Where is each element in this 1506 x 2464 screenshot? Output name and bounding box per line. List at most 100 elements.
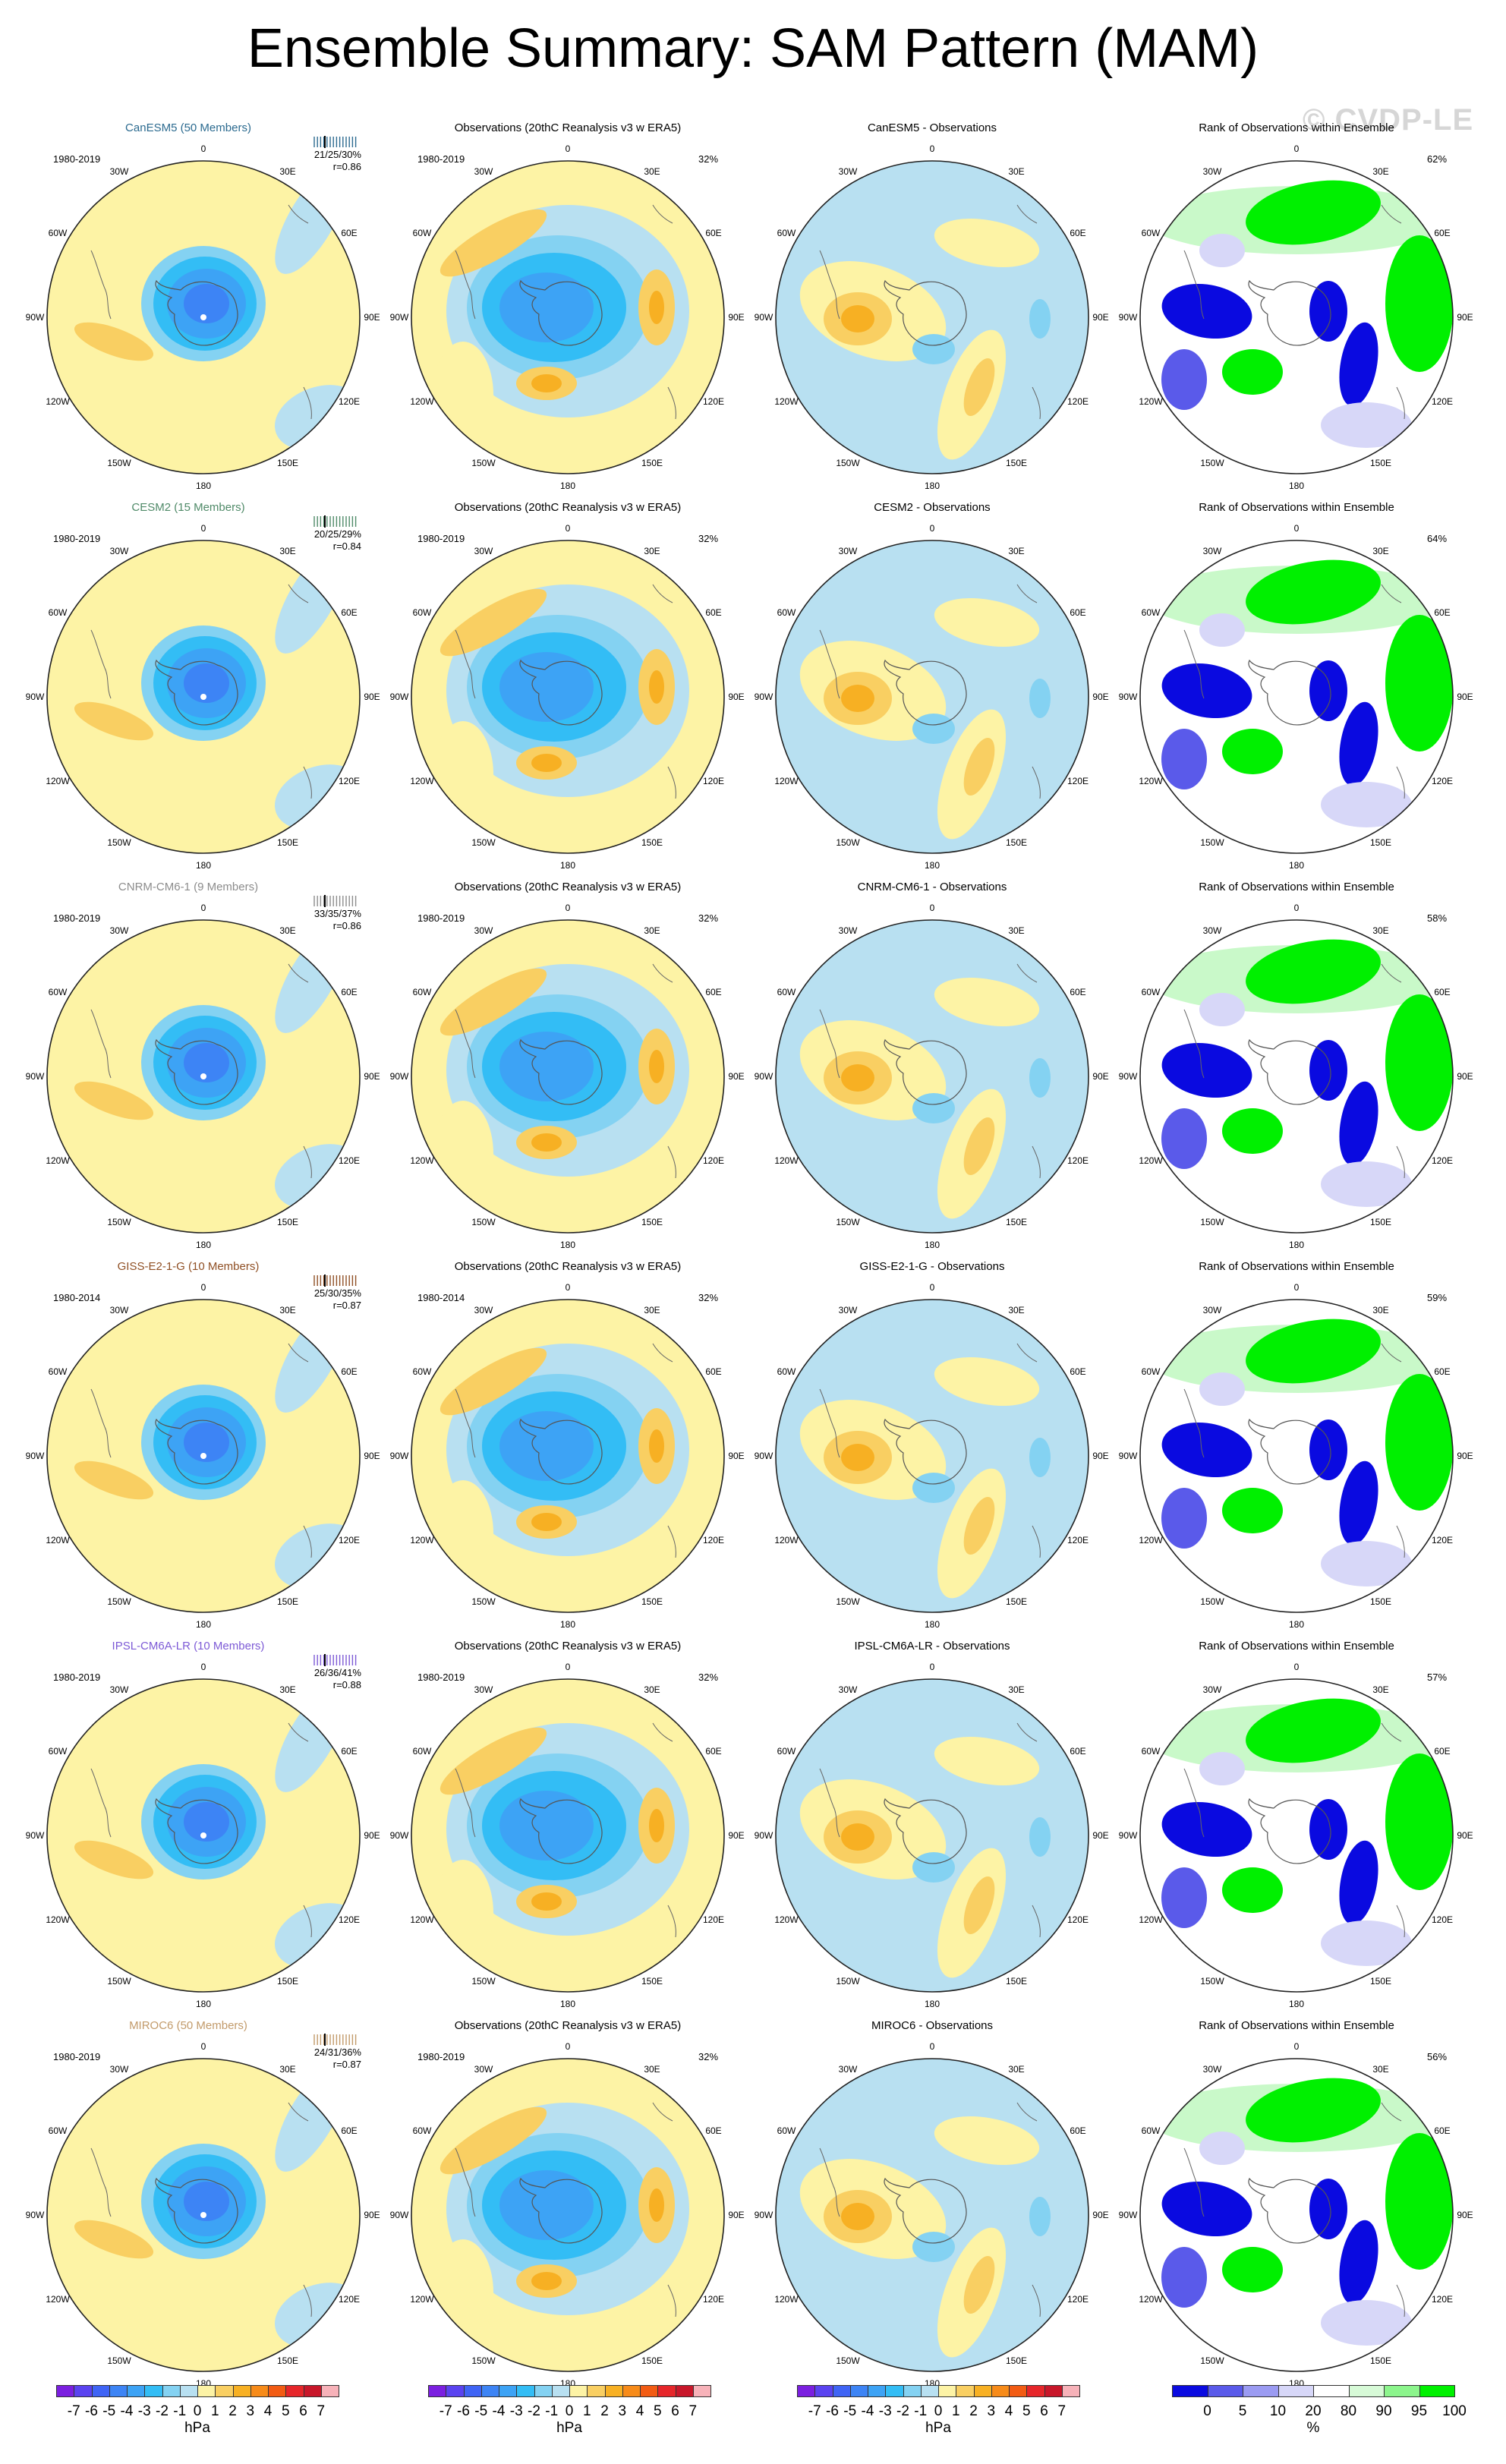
colorbar-swatch — [1207, 2385, 1243, 2397]
longitude-label: 120E — [1066, 776, 1089, 786]
colorbar-tick: 3 — [246, 2403, 255, 2419]
longitude-label: 90E — [1457, 1451, 1473, 1461]
longitude-label: 120E — [338, 2294, 361, 2305]
rank-panel-title: Rank of Observations within Ensemble — [1199, 501, 1394, 514]
obs-percent: 32% — [698, 2051, 719, 2062]
longitude-label: 30W — [838, 166, 858, 177]
rank-percent: 57% — [1427, 1672, 1448, 1683]
longitude-label: 0 — [1293, 903, 1300, 913]
longitude-label: 120W — [46, 1155, 70, 1166]
colorbar-swatch — [1348, 2385, 1385, 2397]
longitude-label: 60E — [705, 2125, 722, 2136]
polar-map — [775, 2058, 1089, 2372]
longitude-label: 90E — [1092, 1071, 1109, 1082]
colorbar-tick: 4 — [263, 2403, 273, 2419]
colorbar-tick: -6 — [85, 2403, 98, 2419]
colorbar-swatch — [428, 2385, 447, 2397]
longitude-label: 150W — [836, 2355, 860, 2366]
diff-panel-title: CESM2 - Observations — [874, 501, 991, 514]
longitude-label: 60E — [1434, 1746, 1451, 1757]
longitude-label: 120W — [1139, 1535, 1163, 1546]
longitude-label: 30E — [1372, 2064, 1389, 2075]
longitude-label: 180 — [1288, 1240, 1305, 1250]
longitude-label: 0 — [1293, 1282, 1300, 1293]
longitude-label: 90W — [1118, 1451, 1138, 1461]
longitude-label: 60W — [777, 987, 796, 997]
colorbar-swatch — [991, 2385, 1010, 2397]
colorbar-swatch — [832, 2385, 851, 2397]
longitude-label: 60W — [48, 987, 68, 997]
longitude-label: 0 — [565, 1282, 571, 1293]
longitude-label: 30E — [279, 1684, 296, 1695]
colorbar-swatch — [1313, 2385, 1350, 2397]
pattern-stats: 21/25/30% r=0.86 — [272, 149, 361, 173]
longitude-label: 90W — [754, 1451, 773, 1461]
longitude-label: 90E — [728, 1071, 745, 1082]
colorbar-swatch — [74, 2385, 93, 2397]
longitude-label: 180 — [559, 1619, 576, 1630]
longitude-label: 150E — [1005, 1217, 1028, 1227]
longitude-label: 30E — [1372, 166, 1389, 177]
longitude-label: 30E — [1372, 546, 1389, 556]
longitude-label: 60E — [1434, 228, 1451, 238]
longitude-label: 180 — [924, 1619, 940, 1630]
colorbar-tick: -1 — [914, 2403, 928, 2419]
longitude-label: 60W — [48, 607, 68, 618]
figure-title: Ensemble Summary: SAM Pattern (MAM) — [247, 18, 1259, 79]
longitude-label: 180 — [924, 1999, 940, 2009]
pattern-stats: 33/35/37% r=0.86 — [272, 908, 361, 932]
longitude-label: 60W — [412, 987, 432, 997]
longitude-label: 60W — [1141, 607, 1161, 618]
pattern-correlation: r=0.87 — [332, 2059, 361, 2070]
obs-panel: Observations (20thC Reanalysis v3 w ERA5… — [380, 121, 756, 501]
polar-map — [46, 160, 361, 474]
longitude-label: 60W — [777, 1366, 796, 1377]
longitude-label: 150W — [471, 458, 496, 468]
colorbar-tick: -4 — [492, 2403, 506, 2419]
diff-panel-title: IPSL-CM6A-LR - Observations — [854, 1640, 1010, 1653]
colorbar-tick: 6 — [1040, 2403, 1048, 2419]
polar-map — [46, 919, 361, 1234]
colorbar-swatch — [604, 2385, 623, 2397]
obs-panel: Observations (20thC Reanalysis v3 w ERA5… — [380, 881, 756, 1260]
rank-percent: 64% — [1427, 533, 1448, 544]
longitude-label: 30E — [644, 1684, 660, 1695]
obs-panel-title: Observations (20thC Reanalysis v3 w ERA5… — [454, 121, 682, 134]
longitude-label: 90E — [1092, 1830, 1109, 1841]
longitude-label: 30W — [1202, 925, 1222, 936]
colorbar-tick: -5 — [102, 2403, 116, 2419]
longitude-label: 150E — [276, 1217, 299, 1227]
longitude-label: 120W — [1139, 776, 1163, 786]
longitude-label: 30W — [474, 2064, 493, 2075]
longitude-label: 150E — [1005, 2355, 1028, 2366]
longitude-label: 90E — [364, 2210, 380, 2220]
longitude-label: 60W — [48, 1746, 68, 1757]
longitude-label: 150E — [1005, 1596, 1028, 1607]
longitude-label: 90W — [754, 1830, 773, 1841]
longitude-label: 120W — [1139, 1155, 1163, 1166]
longitude-label: 60W — [48, 228, 68, 238]
longitude-label: 90E — [728, 2210, 745, 2220]
longitude-label: 150E — [1005, 458, 1028, 468]
colorbar-swatch — [232, 2385, 251, 2397]
colorbar-tick: 80 — [1340, 2403, 1357, 2419]
longitude-label: 0 — [929, 1282, 935, 1293]
longitude-label: 150E — [641, 837, 663, 848]
longitude-label: 0 — [200, 1662, 206, 1672]
longitude-label: 120W — [774, 1155, 799, 1166]
longitude-label: 60E — [341, 1746, 358, 1757]
model-panel: GISS-E2-1-G (10 Members) 25/30/35% r=0.87 1… — [15, 1260, 392, 1640]
colorbar-tick: 1 — [582, 2403, 591, 2419]
longitude-label: 120E — [1066, 1535, 1089, 1546]
longitude-label: 30E — [279, 2064, 296, 2075]
longitude-label: 0 — [1293, 143, 1300, 154]
polar-map — [775, 1299, 1089, 1613]
longitude-label: 30E — [1008, 925, 1025, 936]
pattern-stats: 24/31/36% r=0.87 — [272, 2047, 361, 2071]
rank-percent: 58% — [1427, 912, 1448, 924]
longitude-label: 120E — [702, 2294, 725, 2305]
longitude-label: 30E — [644, 166, 660, 177]
colorbar-tick: 20 — [1305, 2403, 1322, 2419]
longitude-label: 180 — [924, 1240, 940, 1250]
longitude-label: 120W — [774, 1914, 799, 1925]
